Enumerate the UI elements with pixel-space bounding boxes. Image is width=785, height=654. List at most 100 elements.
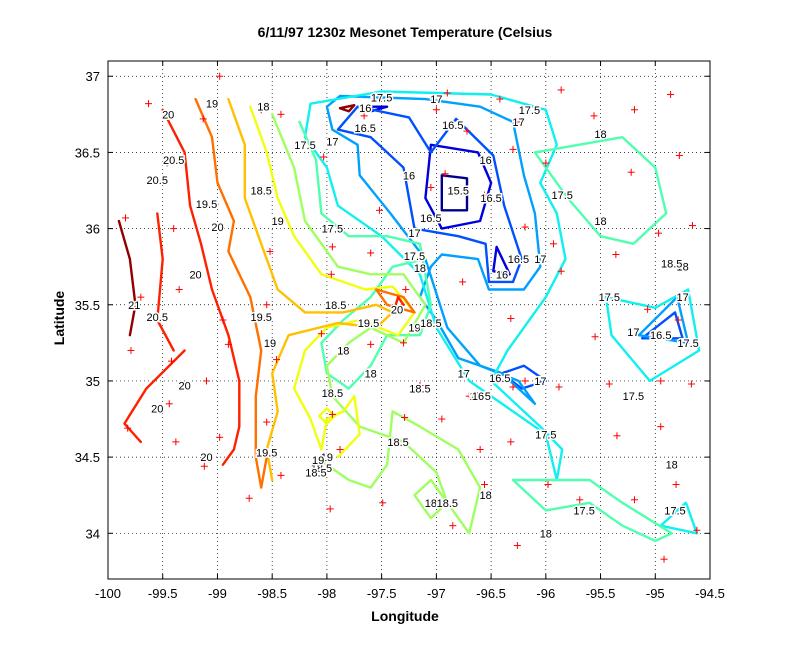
contour-label: 20 xyxy=(391,304,403,316)
station-marker xyxy=(219,316,227,324)
contour-lines xyxy=(117,90,701,543)
contour-label: 20.5 xyxy=(147,312,168,324)
contour-line-17-5 xyxy=(604,288,701,383)
station-marker xyxy=(277,110,285,118)
station-marker xyxy=(127,346,135,354)
station-marker xyxy=(509,145,517,153)
contour-line-16-5 xyxy=(336,105,523,284)
y-tick-label: 36.5 xyxy=(75,145,100,160)
contour-label: 16.5 xyxy=(442,120,463,132)
station-marker xyxy=(401,414,409,422)
station-marker xyxy=(513,118,521,126)
contour-label: 19.5 xyxy=(251,312,272,324)
contour-line-19-5 xyxy=(227,97,394,482)
contour-label: 17 xyxy=(534,376,546,388)
contour-label: 16.5 xyxy=(508,254,529,266)
contour-label: 17.5 xyxy=(664,505,685,517)
contour-line-21 xyxy=(338,103,356,113)
station-marker xyxy=(687,380,695,388)
station-marker xyxy=(675,151,683,159)
station-marker xyxy=(521,377,529,385)
station-marker xyxy=(613,432,621,440)
station-marker xyxy=(199,115,207,123)
station-marker xyxy=(557,267,565,275)
contour-label: 18.5 xyxy=(251,186,272,198)
station-marker xyxy=(137,293,145,301)
station-marker xyxy=(693,526,701,534)
contour-label: 17.5 xyxy=(599,292,620,304)
station-marker xyxy=(557,86,565,94)
station-marker xyxy=(688,222,696,230)
contour-label: 21 xyxy=(128,300,140,312)
contour-label: 17.5 xyxy=(519,105,540,117)
station-marker xyxy=(328,243,336,251)
station-marker xyxy=(507,438,515,446)
station-marker xyxy=(245,494,253,502)
contour-label: 18 xyxy=(365,368,377,380)
station-marker xyxy=(273,356,281,364)
contour-label: 17 xyxy=(677,292,689,304)
station-marker xyxy=(122,214,130,222)
contour-label: 18.5 xyxy=(420,318,441,330)
x-tick-label: -96.5 xyxy=(476,586,506,601)
x-tick-label: -95.5 xyxy=(586,586,616,601)
station-marker xyxy=(476,446,484,453)
contour-label: 19.5 xyxy=(358,318,379,330)
station-marker xyxy=(400,339,408,347)
station-marker xyxy=(507,314,515,322)
station-marker xyxy=(427,183,435,191)
y-tick-label: 36 xyxy=(86,222,100,237)
x-tick-label: -97 xyxy=(427,586,446,601)
station-marker xyxy=(443,89,451,97)
station-marker xyxy=(336,446,344,453)
contour-label: 18 xyxy=(257,102,269,114)
x-tick-label: -97.5 xyxy=(367,586,397,601)
contour-label: 17 xyxy=(326,137,338,149)
contour-label: 17 xyxy=(512,117,524,129)
contour-label: 19 xyxy=(272,216,284,228)
contour-label: 18 xyxy=(337,345,349,357)
contour-label: 16 xyxy=(472,391,484,403)
contour-line-17-5 xyxy=(303,90,567,482)
contour-label: 16.5 xyxy=(420,213,441,225)
contour-label: 20.5 xyxy=(147,175,168,187)
contour-label: 19 xyxy=(312,455,324,467)
station-marker xyxy=(326,505,334,513)
station-marker xyxy=(438,415,446,423)
x-tick-label: -99 xyxy=(208,586,227,601)
contour-label: 19.5 xyxy=(256,448,277,460)
station-marker xyxy=(449,522,457,530)
station-marker xyxy=(555,383,563,391)
station-marker xyxy=(576,496,584,504)
contour-label: 20.5 xyxy=(163,155,184,167)
contour-line-20 xyxy=(194,97,268,489)
station-marker xyxy=(605,380,613,388)
contour-label: 19.5 xyxy=(196,199,217,211)
station-marker xyxy=(263,418,271,426)
contour-line-15-5 xyxy=(440,174,469,212)
x-tick-label: -100 xyxy=(95,586,121,601)
station-marker xyxy=(657,423,665,431)
station-marker xyxy=(367,249,375,257)
y-tick-label: 37 xyxy=(86,69,100,84)
station-marker xyxy=(481,481,489,489)
contour-label: 17.5 xyxy=(294,140,315,152)
station-marker xyxy=(203,377,211,385)
station-marker xyxy=(320,153,328,161)
contour-label: 17 xyxy=(534,254,546,266)
contour-label: 16 xyxy=(479,155,491,167)
station-marker xyxy=(513,541,521,549)
contour-label: 16.5 xyxy=(480,193,501,205)
station-marker xyxy=(263,301,271,309)
station-markers xyxy=(122,72,701,563)
axes-frame xyxy=(107,60,711,580)
y-tick-label: 35 xyxy=(86,374,100,389)
station-marker xyxy=(432,106,440,114)
contour-label: 19 xyxy=(264,338,276,350)
contour-label: 17.5 xyxy=(573,505,594,517)
contour-line-20 xyxy=(375,288,416,314)
contour-label: 18.5 xyxy=(387,437,408,449)
station-marker xyxy=(657,377,665,385)
contour-line-18 xyxy=(511,478,673,543)
